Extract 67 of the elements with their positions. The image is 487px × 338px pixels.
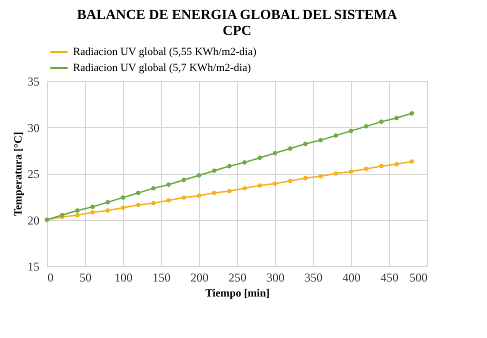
point (318, 138, 323, 142)
x-tick-label: 300 (266, 270, 284, 284)
point (227, 188, 232, 194)
point (348, 169, 354, 174)
point (75, 208, 80, 213)
point (258, 156, 262, 160)
point (379, 164, 384, 168)
point (364, 166, 368, 172)
point (106, 200, 110, 204)
point (394, 116, 399, 120)
point (334, 133, 338, 138)
x-tick-label: 500 (410, 270, 428, 284)
legend-label: Radiacion UV global (5,55 KWh/m2-dia) (73, 46, 257, 58)
point (120, 195, 126, 200)
point (75, 212, 80, 218)
point (410, 111, 414, 116)
x-tick-label: 150 (152, 270, 170, 284)
point (272, 150, 278, 156)
y-tick-label: 20 (28, 213, 40, 228)
point (272, 181, 278, 186)
y-tick-label: 35 (28, 74, 40, 88)
point (166, 198, 171, 203)
point (182, 195, 186, 200)
y-tick-label: 25 (28, 167, 40, 181)
point (151, 200, 156, 206)
point (242, 160, 247, 165)
point (106, 208, 110, 213)
point (288, 178, 292, 184)
point (242, 186, 247, 191)
x-tick-label: 400 (342, 270, 360, 284)
y-tick-label: 15 (28, 260, 40, 274)
point (151, 186, 156, 191)
point (258, 183, 262, 188)
point (212, 190, 216, 196)
point (120, 205, 126, 210)
y-axis-title: Temperatura [°C] (12, 132, 24, 216)
point (182, 178, 186, 182)
x-tick-label: 450 (380, 270, 398, 284)
point (288, 146, 292, 151)
point (90, 210, 95, 215)
chart-title: BALANCE DE ENERGIA GLOBAL DEL SISTEMA CPC (76, 8, 398, 39)
point (303, 176, 308, 180)
x-tick-label: 200 (190, 270, 208, 284)
x-tick-label: 50 (80, 270, 92, 284)
point (166, 182, 171, 187)
x-tick-label: 0 (48, 270, 54, 284)
x-axis-title: Tiempo [min] (205, 288, 270, 300)
point (379, 119, 384, 124)
point (364, 124, 368, 129)
point (196, 173, 202, 178)
legend-label: Radiacion UV global (5,7 KWh/m2-dia) (73, 62, 252, 74)
point (227, 164, 232, 168)
x-tick-label: 250 (228, 270, 246, 284)
point (318, 174, 323, 179)
point (136, 190, 140, 196)
point (410, 159, 414, 164)
point (348, 128, 354, 134)
point (394, 162, 399, 166)
x-tick-label: 350 (304, 270, 322, 284)
point (90, 204, 95, 210)
point (136, 202, 140, 208)
x-tick-label: 100 (114, 270, 132, 284)
y-tick-label: 30 (28, 120, 40, 135)
point (212, 168, 216, 173)
point (334, 171, 338, 176)
point (303, 142, 308, 146)
point (196, 193, 202, 198)
